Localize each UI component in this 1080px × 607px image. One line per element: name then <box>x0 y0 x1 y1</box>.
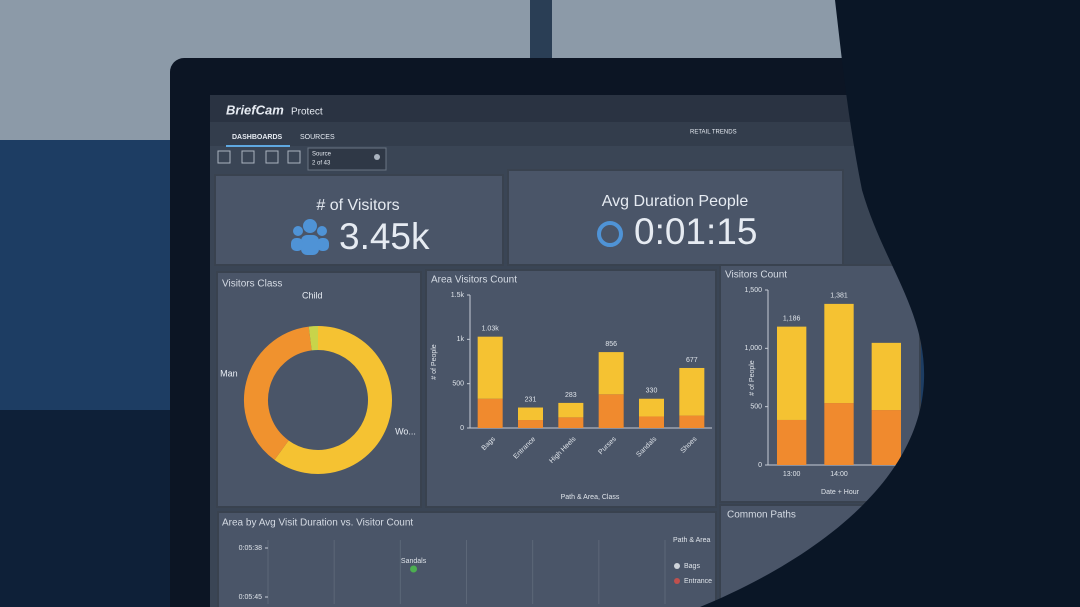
y-tick-label: 0 <box>758 462 762 469</box>
total-label: 1,381 <box>830 293 848 300</box>
y-tick-label: 1k <box>457 336 465 343</box>
legend-swatch <box>674 563 680 569</box>
chart-title: Area Visitors Count <box>431 275 517 286</box>
source-close[interactable] <box>374 154 380 160</box>
bar-segment <box>824 303 854 404</box>
total-label: 856 <box>605 341 617 348</box>
tab[interactable]: SOURCES <box>300 134 335 141</box>
legend-entry: Entrance <box>684 578 712 585</box>
x-axis-label: Path & Area, Class <box>561 494 620 501</box>
slice-label: Child <box>302 291 323 301</box>
y-tick-label: 500 <box>750 404 762 411</box>
tab[interactable]: DASHBOARDS <box>232 134 283 141</box>
bar-segment <box>558 402 584 418</box>
source-count: 2 of 43 <box>312 161 331 167</box>
donut-slice <box>274 326 392 474</box>
total-label: 1,186 <box>783 315 801 322</box>
chart-title: Visitors Class <box>222 279 282 290</box>
bar-segment <box>679 367 705 416</box>
y-axis-label: # of People <box>431 344 438 380</box>
kpi-value: 0:01:15 <box>634 211 757 252</box>
bar-segment <box>517 420 544 428</box>
bar-segment <box>638 416 665 428</box>
brand: BriefCam <box>226 102 284 117</box>
y-tick-label: 1.5k <box>451 292 465 299</box>
chart-panel <box>425 269 717 508</box>
clock-icon <box>597 221 623 247</box>
total-label: 231 <box>525 396 537 403</box>
bar-segment <box>871 410 902 465</box>
point <box>410 565 418 573</box>
bar-segment <box>517 407 544 421</box>
total-label: 283 <box>565 392 577 399</box>
panel-title: Common Paths <box>727 510 796 521</box>
app-header <box>210 95 910 122</box>
tool-icon[interactable] <box>241 150 255 164</box>
product: Protect <box>291 107 323 118</box>
y-axis-label: # of People <box>749 360 756 396</box>
people-icon <box>291 219 329 255</box>
kpi-value: 3.45k <box>339 216 430 257</box>
bar-segment <box>824 403 854 465</box>
legend-entry: Bags <box>684 563 700 570</box>
y-tick-label: 0:05:38 <box>239 545 262 552</box>
charts: Visitors Class Wo... Man Child Area Visitors… <box>220 270 910 604</box>
chart-title: Area by Avg Visit Duration vs. Visitor C… <box>222 518 413 529</box>
bar-segment <box>477 398 503 428</box>
kpi-panel <box>214 174 504 266</box>
slice-label: Man <box>220 369 238 379</box>
kpi-title: # of Visitors <box>316 197 399 214</box>
bar-segment <box>638 398 665 417</box>
x-tick-label: 13:00 <box>783 471 801 478</box>
legend-title: Path & Area <box>673 537 710 544</box>
tab-underline <box>226 145 290 147</box>
person-silhouette <box>700 0 1080 607</box>
kpi-panel <box>507 169 844 266</box>
total-label: 330 <box>646 388 658 395</box>
bar-segment <box>776 419 807 465</box>
bar-segment <box>558 417 584 428</box>
y-tick-label: 0:05:45 <box>239 594 262 601</box>
bar-segment <box>871 342 902 411</box>
bar-segment <box>477 336 503 399</box>
donut-slice <box>244 326 313 460</box>
y-tick-label: 0 <box>460 425 464 432</box>
source-label: Source <box>312 152 332 158</box>
tool-icon[interactable] <box>287 150 301 164</box>
tab-bar <box>210 122 910 146</box>
bar-segment <box>598 352 624 395</box>
total-label: 1.03k <box>482 326 500 333</box>
total-label: 677 <box>686 357 698 364</box>
bar-segment <box>679 415 705 428</box>
y-tick-label: 500 <box>452 381 464 388</box>
chart-title: Visitors Count <box>725 270 787 281</box>
slice-label: Wo... <box>395 427 416 437</box>
source-box[interactable] <box>307 147 387 171</box>
tool-icon[interactable] <box>217 150 231 164</box>
dashboard-name: RETAIL TRENDS <box>690 130 737 136</box>
x-tick-label: 14:00 <box>830 471 848 478</box>
legend-swatch <box>674 578 680 584</box>
kpi-title: Avg Duration People <box>602 193 749 210</box>
y-tick-label: 1,000 <box>744 345 762 352</box>
tool-icon[interactable] <box>265 150 279 164</box>
point-label: Sandals <box>401 558 427 565</box>
bar-segment <box>776 326 807 420</box>
y-tick-label: 1,500 <box>744 287 762 294</box>
bar-segment <box>598 394 624 428</box>
x-axis-label: Date + Hour <box>821 489 860 496</box>
